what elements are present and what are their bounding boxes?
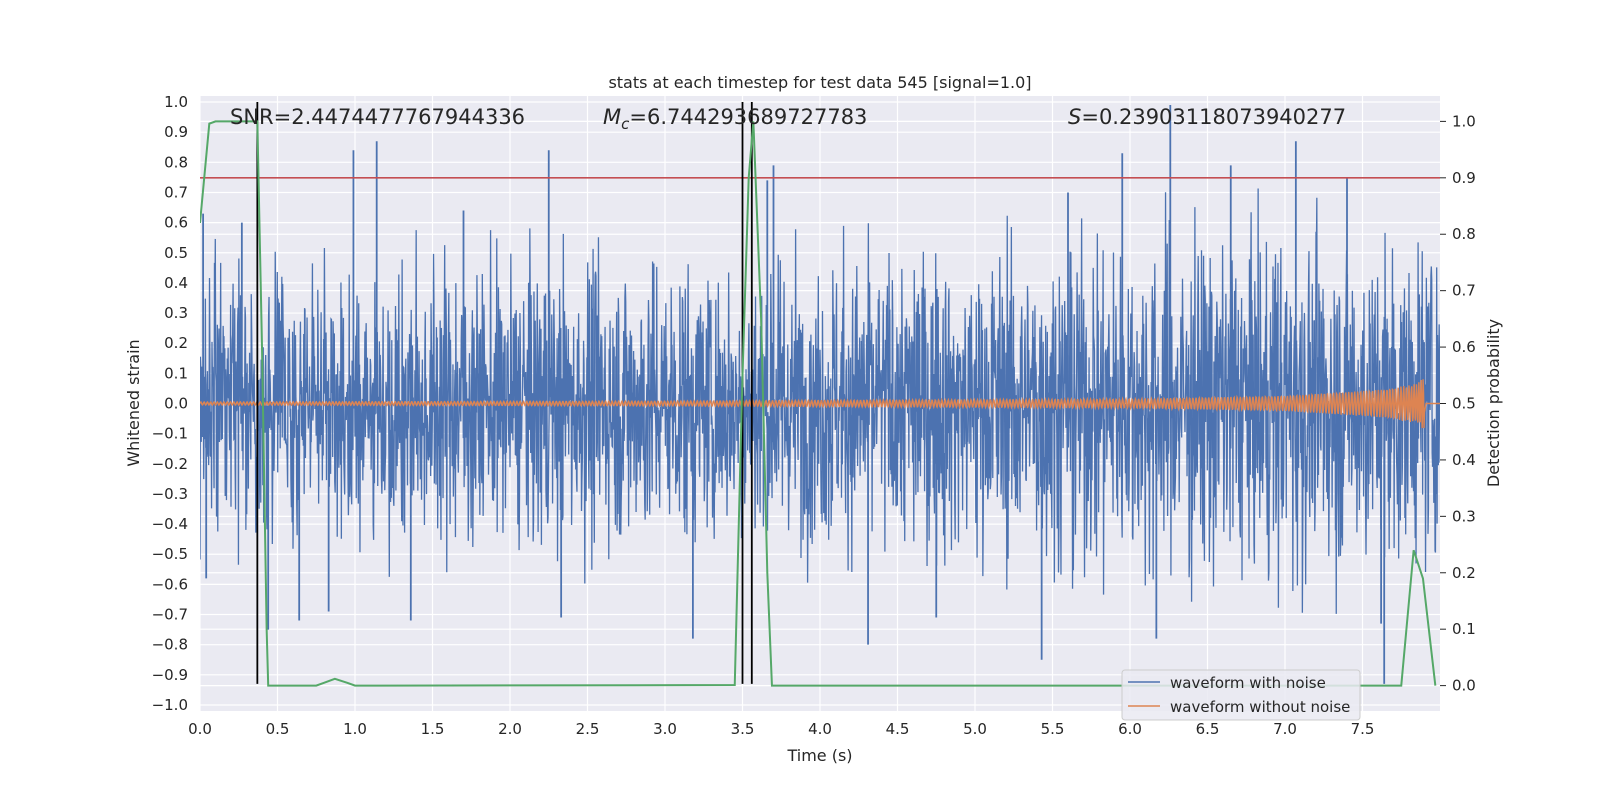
x-tick-label: 2.0 [498,720,522,738]
y-tick-label: 0.7 [164,183,188,201]
legend-box [1121,669,1361,721]
x-axis-label: Time (s) [786,746,852,765]
y-tick-label: −0.5 [152,545,188,563]
y2-tick-label: 0.5 [1452,395,1476,413]
y-tick-label: 0.3 [164,304,188,322]
x-tick-label: 5.5 [1041,720,1065,738]
x-tick-label: 3.0 [653,720,677,738]
y2-tick-label: 0.1 [1452,620,1476,638]
y2-tick-label: 0.6 [1452,338,1476,356]
x-tick-label: 7.0 [1273,720,1297,738]
y-tick-label: 0.2 [164,334,188,352]
y-axis-label: Whitened strain [124,339,143,466]
y2-tick-label: 0.2 [1452,564,1476,582]
x-tick-label: 3.5 [731,720,755,738]
x-tick-label: 6.5 [1196,720,1220,738]
mc-symbol: M [603,105,621,129]
mc-value: =6.744293689727783 [629,105,867,129]
x-tick-label: 4.5 [886,720,910,738]
chart-title: stats at each timestep for test data 545… [608,73,1031,92]
y2-tick-labels: 0.0 0.1 0.2 0.3 0.4 0.5 0.6 0.7 0.8 0.9 1.0 [1440,112,1476,695]
y2-tick-label: 0.0 [1452,677,1476,695]
x-tick-label: 0.0 [188,720,212,738]
legend-label-clean: waveform without noise [1170,698,1350,716]
y-tick-label: −0.8 [152,636,188,654]
y2-tick-label: 0.7 [1452,282,1476,300]
y2-tick-label: 0.8 [1452,225,1476,243]
legend-label-noisy: waveform with noise [1170,674,1326,692]
y2-axis-label: Detection probability [1484,319,1503,487]
waveform-without-noise-line [200,379,1440,429]
y-tick-label: 0.0 [164,395,188,413]
y-tick-label: −0.9 [152,666,188,684]
y-tick-label: −0.2 [152,455,188,473]
legend: waveform with noise waveform without noi… [1121,669,1361,721]
y-tick-label: 1.0 [164,93,188,111]
x-tick-label: 6.0 [1118,720,1142,738]
y-tick-label: −0.3 [152,485,188,503]
y-tick-label: −0.4 [152,515,188,533]
y2-tick-label: 0.3 [1452,507,1476,525]
x-tick-label: 4.0 [808,720,832,738]
snr-annotation: SNR=2.4474477767944336 [230,105,525,129]
y2-tick-label: 0.9 [1452,169,1476,187]
y-tick-label: −0.1 [152,425,188,443]
y-tick-label: 0.6 [164,214,188,232]
y-tick-label: −0.6 [152,575,188,593]
s-symbol: S [1068,105,1081,129]
detection-probability-line [200,120,1437,687]
x-tick-label: 2.5 [576,720,600,738]
x-tick-labels: 0.0 0.5 1.0 1.5 2.0 2.5 3.0 3.5 4.0 4.5 5.0 5.5 6.0 6… [188,720,1374,738]
x-tick-label: 1.5 [421,720,445,738]
y-tick-label: −0.7 [152,606,188,624]
y-tick-label: 0.1 [164,364,188,382]
y-tick-labels: −1.0 −0.9 −0.8 −0.7 −0.6 −0.5 −0.4 −0.3 −0.2 −0.1… [152,93,188,714]
y2-tick-label: 1.0 [1452,112,1476,130]
y2-tick-label: 0.4 [1452,451,1476,469]
series-layer [200,102,1440,687]
y-tick-label: 0.5 [164,244,188,262]
waveform-with-noise-line [200,188,1440,614]
x-tick-label: 0.5 [266,720,290,738]
y-tick-label: 0.9 [164,123,188,141]
y-tick-label: 0.8 [164,153,188,171]
x-tick-label: 5.0 [963,720,987,738]
s-annotation: S=0.23903118073940277 [1068,105,1346,129]
s-value: =0.23903118073940277 [1081,105,1346,129]
chirp-mass-annotation: Mc=6.744293689727783 [603,105,867,133]
y-tick-label: −1.0 [152,696,188,714]
y-tick-label: 0.4 [164,274,188,292]
mc-subscript: c [621,115,630,133]
x-tick-label: 7.5 [1351,720,1375,738]
x-tick-label: 1.0 [343,720,367,738]
